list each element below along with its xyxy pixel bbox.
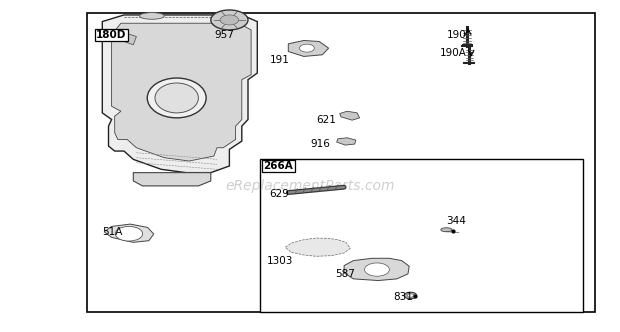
- Polygon shape: [344, 258, 409, 281]
- Text: 191: 191: [270, 55, 290, 65]
- Text: 831: 831: [394, 292, 414, 302]
- Circle shape: [365, 263, 389, 276]
- Text: 190A: 190A: [440, 48, 467, 58]
- Circle shape: [211, 10, 248, 30]
- Polygon shape: [285, 238, 350, 256]
- Text: eReplacementParts.com: eReplacementParts.com: [225, 179, 395, 193]
- Circle shape: [115, 226, 143, 241]
- Text: 621: 621: [316, 115, 336, 124]
- Text: 51A: 51A: [102, 227, 123, 237]
- Text: 1303: 1303: [267, 256, 293, 266]
- Polygon shape: [288, 41, 329, 56]
- Bar: [87, 13, 595, 312]
- Circle shape: [220, 15, 239, 25]
- Text: 266A: 266A: [264, 161, 293, 171]
- Polygon shape: [340, 111, 360, 120]
- Text: 190: 190: [446, 30, 466, 40]
- Ellipse shape: [155, 83, 198, 113]
- Polygon shape: [337, 138, 356, 145]
- Polygon shape: [133, 173, 211, 186]
- Polygon shape: [115, 32, 136, 45]
- Text: 587: 587: [335, 269, 355, 279]
- Polygon shape: [104, 224, 154, 242]
- Text: 180D: 180D: [96, 30, 126, 40]
- Circle shape: [407, 294, 414, 297]
- Ellipse shape: [441, 228, 452, 232]
- Text: 344: 344: [446, 216, 466, 226]
- Ellipse shape: [148, 78, 206, 118]
- Text: 629: 629: [270, 189, 290, 199]
- Circle shape: [299, 44, 314, 52]
- Circle shape: [404, 292, 417, 299]
- Polygon shape: [102, 15, 257, 173]
- Text: 957: 957: [214, 30, 234, 40]
- Text: 916: 916: [310, 139, 330, 149]
- Bar: [260, 159, 583, 312]
- Ellipse shape: [140, 13, 164, 19]
- Polygon shape: [112, 23, 251, 161]
